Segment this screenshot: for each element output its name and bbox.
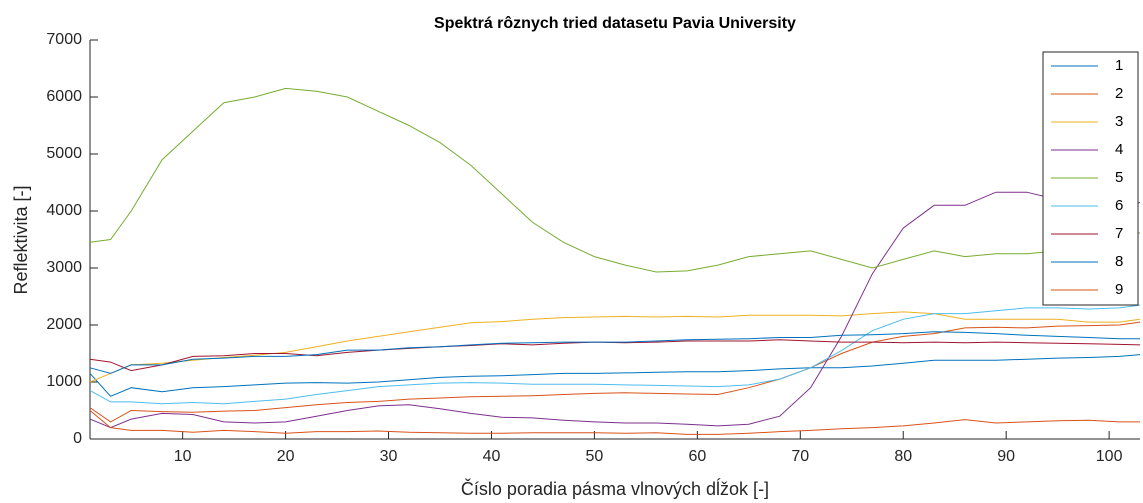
x-tick-label: 50	[586, 448, 604, 465]
series-line	[89, 87, 1141, 273]
y-tick-label: 5000	[46, 145, 82, 162]
series-line	[89, 354, 1141, 397]
series-line	[89, 311, 1141, 383]
legend-label: 1	[1115, 57, 1123, 74]
y-tick-label: 2000	[46, 316, 82, 333]
legend-label: 9	[1115, 281, 1123, 298]
y-tick-label: 1000	[46, 373, 82, 390]
y-tick-label: 3000	[46, 259, 82, 276]
series-line	[89, 191, 1141, 429]
x-tick-label: 30	[380, 448, 398, 465]
y-tick-label: 0	[73, 430, 82, 447]
x-tick-label: 100	[1096, 448, 1123, 465]
legend-label: 5	[1115, 169, 1123, 186]
series-line	[89, 304, 1141, 405]
y-tick-label: 4000	[46, 202, 82, 219]
legend-label: 8	[1115, 253, 1123, 270]
series-line	[89, 321, 1141, 423]
legend-label: 7	[1115, 225, 1123, 242]
legend-label: 6	[1115, 197, 1123, 214]
x-axis-label: Číslo poradia pásma vlnových dĺžok [-]	[461, 478, 769, 499]
chart-title: Spektrá rôznych tried datasetu Pavia Uni…	[434, 15, 796, 32]
x-tick-label: 70	[791, 448, 809, 465]
x-tick-label: 40	[483, 448, 501, 465]
legend-label: 3	[1115, 113, 1123, 130]
y-tick-label: 6000	[46, 88, 82, 105]
legend-label: 4	[1115, 141, 1123, 158]
y-tick-label: 7000	[46, 31, 82, 48]
series-line	[89, 331, 1140, 374]
x-tick-label: 10	[174, 448, 192, 465]
x-tick-label: 90	[997, 448, 1015, 465]
y-axis-label: Reflektivita [-]	[11, 185, 31, 294]
series-line	[89, 339, 1141, 372]
x-tick-label: 20	[277, 448, 295, 465]
x-tick-label: 60	[688, 448, 706, 465]
series-line	[89, 410, 1140, 435]
x-tick-label: 80	[894, 448, 912, 465]
legend-label: 2	[1115, 85, 1123, 102]
